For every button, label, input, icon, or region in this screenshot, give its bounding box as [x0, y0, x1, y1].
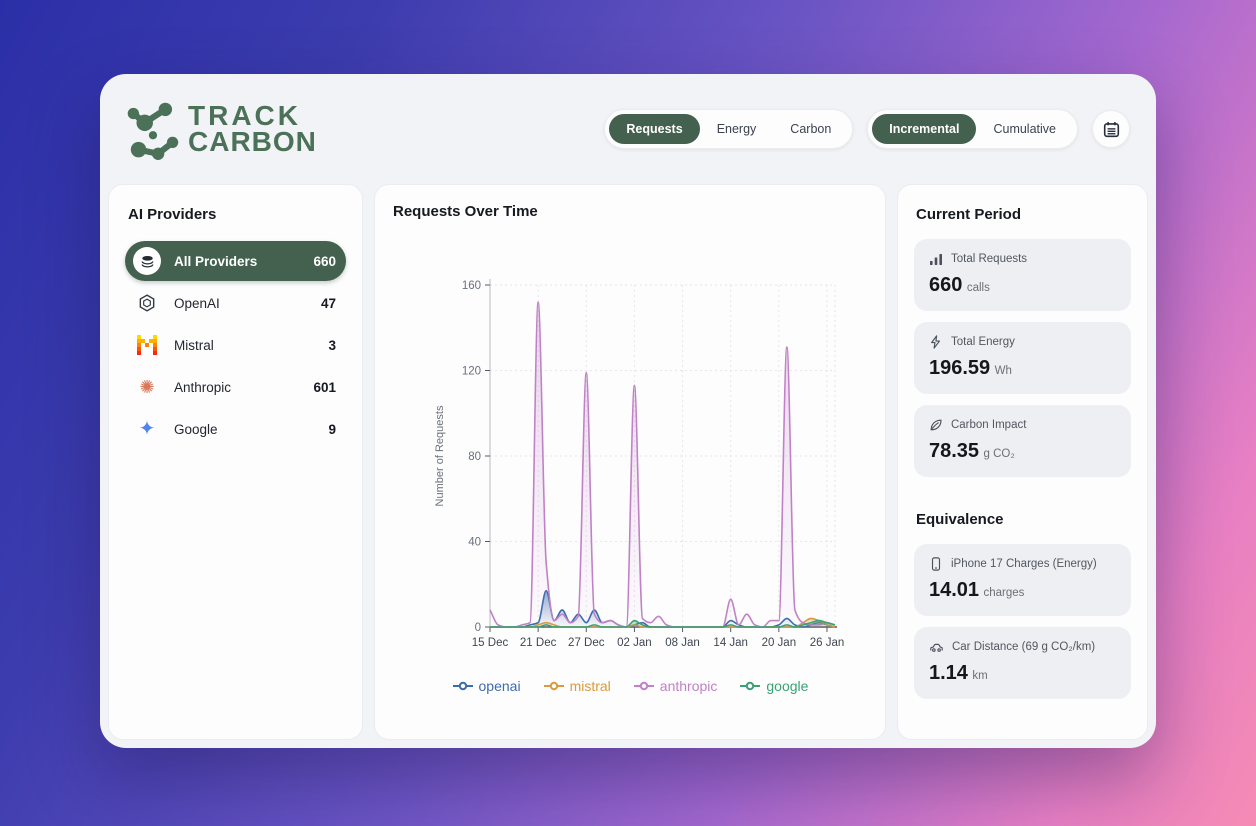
stat-label: Carbon Impact [950, 419, 1027, 431]
calendar-button[interactable] [1092, 110, 1130, 148]
app-title-line1: TRACK [188, 100, 301, 131]
svg-text:27 Dec: 27 Dec [568, 637, 605, 649]
svg-text:0: 0 [475, 622, 481, 634]
provider-item-all-providers[interactable]: All Providers 660 [125, 241, 346, 281]
legend-marker-icon [543, 681, 564, 691]
stats-panel: Current Period Total Requests 660 calls [896, 184, 1148, 740]
legend-item-google[interactable]: google [739, 678, 808, 694]
svg-text:Number of Requests: Number of Requests [434, 405, 446, 506]
stat-label: Total Energy [950, 336, 1015, 348]
legend-marker-icon [633, 681, 654, 691]
openai-icon [133, 289, 161, 317]
current-period-title: Current Period [915, 206, 1021, 223]
calendar-icon [1103, 121, 1119, 137]
svg-text:15 Dec: 15 Dec [472, 637, 509, 649]
stat-unit: g CO₂ [983, 448, 1015, 460]
svg-text:120: 120 [462, 366, 481, 378]
svg-text:160: 160 [462, 280, 481, 292]
svg-text:80: 80 [468, 451, 481, 463]
metric-toggle-group: Requests Energy Carbon [604, 109, 854, 149]
provider-item-google[interactable]: ✦ Google 9 [125, 409, 346, 449]
legend-marker-icon [452, 681, 473, 691]
provider-label: Mistral [174, 337, 214, 353]
phone-icon [929, 557, 943, 571]
stat-value: 78.35 [928, 440, 980, 462]
stat-unit: Wh [994, 365, 1012, 377]
mistral-icon [133, 331, 161, 359]
molecule-logo-icon [127, 102, 179, 160]
energy-icon [929, 335, 943, 349]
chart-panel: Requests Over Time 0 40 80 120 160 15 Dec 21 D… [373, 184, 886, 740]
provider-label: OpenAI [174, 295, 220, 311]
app-title: TRACK CARBON [188, 100, 317, 157]
chart-legend: openai mistral anthropic google [393, 678, 867, 694]
tab-requests[interactable]: Requests [609, 114, 700, 144]
legend-label: anthropic [659, 678, 718, 694]
providers-panel: AI Providers All Providers 660 [108, 184, 363, 740]
google-gemini-icon: ✦ [138, 418, 156, 440]
svg-text:26 Jan: 26 Jan [810, 637, 845, 649]
providers-title: AI Providers [128, 206, 217, 223]
chart-title: Requests Over Time [392, 203, 538, 220]
main-content: AI Providers All Providers 660 [100, 184, 1156, 740]
bar-chart-icon [929, 252, 943, 266]
app-title-line2: CARBON [188, 126, 317, 157]
stat-value: 196.59 [928, 357, 991, 379]
provider-label: Google [174, 421, 218, 437]
stat-value: 1.14 [928, 662, 968, 684]
svg-text:21 Dec: 21 Dec [520, 637, 557, 649]
stat-card-car-distance: Car Distance (69 g CO₂/km) 1.14 km [913, 627, 1131, 699]
stat-value: 14.01 [928, 579, 980, 601]
stat-unit: charges [983, 587, 1025, 599]
legend-label: openai [478, 678, 521, 694]
provider-count: 9 [328, 421, 336, 437]
mode-toggle-group: Incremental Cumulative [867, 109, 1078, 149]
svg-text:20 Jan: 20 Jan [762, 637, 797, 649]
anthropic-icon: ✺ [139, 377, 155, 397]
provider-label: Anthropic [174, 379, 232, 395]
leaf-icon [929, 418, 943, 432]
legend-item-mistral[interactable]: mistral [543, 678, 611, 694]
legend-item-anthropic[interactable]: anthropic [633, 678, 718, 694]
layers-icon [133, 247, 161, 275]
stat-card-carbon-impact: Carbon Impact 78.35 g CO₂ [913, 405, 1131, 477]
topbar-controls: Requests Energy Carbon Incremental Cumul… [604, 109, 1130, 149]
topbar: TRACK CARBON Requests Energy Carbon Incr… [100, 74, 1156, 184]
stat-label: iPhone 17 Charges (Energy) [950, 558, 1097, 570]
tab-cumulative[interactable]: Cumulative [976, 114, 1073, 144]
provider-item-mistral[interactable]: Mistral 3 [125, 325, 346, 365]
provider-count: 601 [313, 379, 336, 395]
provider-item-anthropic[interactable]: ✺ Anthropic 601 [125, 367, 346, 407]
svg-text:40: 40 [468, 537, 481, 549]
requests-over-time-chart[interactable]: 0 40 80 120 160 15 Dec 21 Dec 27 Dec 02 Jan 08 Ja… [393, 220, 867, 668]
stat-label: Total Requests [950, 253, 1028, 265]
svg-text:02 Jan: 02 Jan [617, 637, 652, 649]
legend-label: google [766, 678, 809, 694]
stat-card-iphone-charges: iPhone 17 Charges (Energy) 14.01 charges [913, 544, 1131, 616]
provider-count: 660 [313, 253, 336, 269]
svg-text:14 Jan: 14 Jan [713, 637, 748, 649]
tab-incremental[interactable]: Incremental [872, 114, 977, 144]
provider-label: All Providers [174, 253, 258, 269]
legend-item-openai[interactable]: openai [452, 678, 521, 694]
app-logo: TRACK CARBON [124, 96, 317, 162]
provider-count: 47 [320, 295, 336, 311]
stat-card-total-requests: Total Requests 660 calls [913, 239, 1131, 311]
app-window: TRACK CARBON Requests Energy Carbon Incr… [100, 74, 1156, 748]
provider-item-openai[interactable]: OpenAI 47 [125, 283, 346, 323]
stat-label: Car Distance (69 g CO₂/km) [951, 641, 1096, 653]
tab-energy[interactable]: Energy [700, 114, 774, 144]
stat-value: 660 [928, 274, 963, 296]
svg-text:08 Jan: 08 Jan [665, 637, 700, 649]
equivalence-title: Equivalence [915, 511, 1004, 528]
provider-count: 3 [328, 337, 336, 353]
car-icon [929, 640, 944, 654]
legend-marker-icon [740, 681, 761, 691]
stat-unit: km [972, 670, 988, 682]
legend-label: mistral [569, 678, 611, 694]
stat-card-total-energy: Total Energy 196.59 Wh [913, 322, 1131, 394]
tab-carbon[interactable]: Carbon [773, 114, 848, 144]
stat-unit: calls [966, 282, 990, 294]
